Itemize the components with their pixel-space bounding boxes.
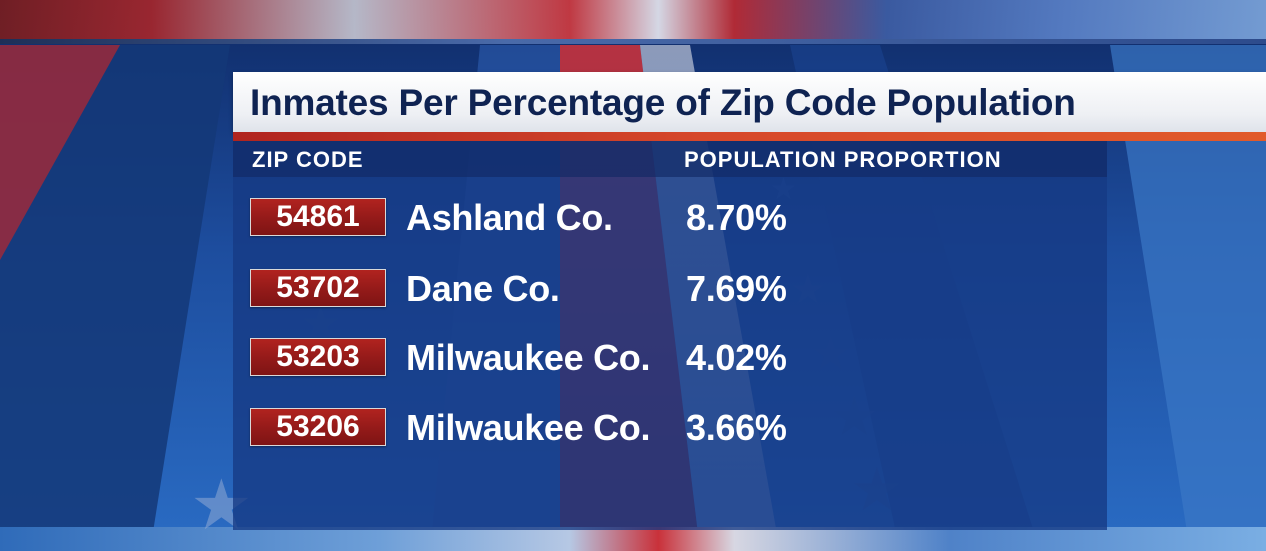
title-accent-bar (233, 132, 1266, 141)
page-title: Inmates Per Percentage of Zip Code Popul… (250, 82, 1076, 123)
top-divider-line (0, 39, 1266, 44)
column-header-band (233, 141, 1107, 177)
county-name: Milwaukee Co. (406, 337, 651, 378)
table-row: 53702 Dane Co. 7.69% (0, 267, 1266, 311)
zip-code-badge: 53702 (250, 269, 386, 307)
population-proportion: 4.02% (686, 337, 787, 378)
table-row: 53203 Milwaukee Co. 4.02% (0, 336, 1266, 380)
title-bar (233, 72, 1266, 132)
population-proportion: 7.69% (686, 268, 787, 309)
zip-code-badge: 54861 (250, 198, 386, 236)
zip-code-badge: 53203 (250, 338, 386, 376)
county-name: Milwaukee Co. (406, 407, 651, 448)
table-row: 54861 Ashland Co. 8.70% (0, 196, 1266, 240)
column-header-proportion: POPULATION PROPORTION (684, 147, 1002, 172)
population-proportion: 8.70% (686, 197, 787, 238)
county-name: Dane Co. (406, 268, 560, 309)
table-row: 53206 Milwaukee Co. 3.66% (0, 406, 1266, 450)
bottom-flag-band (0, 527, 1266, 551)
column-header-zip: ZIP CODE (252, 147, 364, 172)
zip-code-badge: 53206 (250, 408, 386, 446)
county-name: Ashland Co. (406, 197, 613, 238)
top-flag-band (0, 0, 1266, 42)
population-proportion: 3.66% (686, 407, 787, 448)
